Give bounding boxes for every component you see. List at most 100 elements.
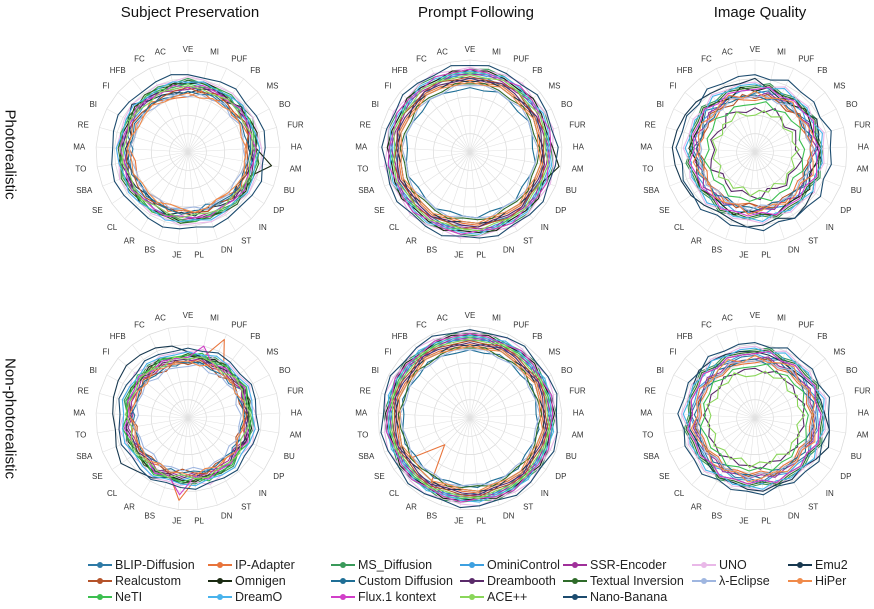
axis-label-hfb: HFB	[110, 66, 126, 75]
axis-label-ar: AR	[406, 236, 417, 245]
axis-label-ac: AC	[437, 313, 448, 322]
grid-spoke	[734, 328, 756, 419]
grid-spoke	[469, 108, 552, 153]
series-line-textual-inversion	[122, 353, 251, 485]
grid-spoke	[469, 151, 547, 204]
series-line-omnigen	[386, 70, 560, 234]
grid-spoke	[140, 417, 189, 497]
grid-spoke	[379, 417, 471, 434]
grid-spoke	[132, 344, 189, 419]
axis-label-cl: CL	[107, 223, 118, 232]
grid-spoke	[167, 62, 189, 153]
axis-label-st: ST	[241, 236, 251, 245]
grid-spoke	[469, 417, 556, 453]
axis-label-bu: BU	[284, 186, 295, 195]
grid-ring	[414, 96, 526, 208]
axis-label-mi: MI	[210, 313, 219, 322]
axis-label-je: JE	[454, 250, 463, 259]
axis-label-puf: PUF	[513, 321, 529, 330]
axis-label-ac: AC	[722, 313, 733, 322]
axis-label-hfb: HFB	[392, 332, 408, 341]
axis-label-dn: DN	[503, 246, 515, 255]
grid-ring	[451, 133, 489, 171]
grid-spoke	[664, 151, 756, 168]
axis-label-bo: BO	[846, 100, 858, 109]
grid-ring	[662, 325, 848, 510]
axis-label-fb: FB	[250, 332, 260, 341]
legend-swatch	[563, 592, 587, 602]
grid-spoke	[124, 417, 189, 486]
series-line-ace-	[391, 338, 551, 500]
legend-item: Dreambooth	[460, 574, 556, 588]
axis-label-se: SE	[374, 206, 385, 215]
axis-label-puf: PUF	[231, 55, 247, 64]
grid-spoke	[754, 151, 841, 187]
grid-spoke	[469, 151, 500, 240]
axis-label-to: TO	[642, 165, 653, 174]
axis-label-am: AM	[290, 165, 302, 174]
series-line-textual-inversion	[399, 83, 541, 221]
axis-label-ms: MS	[267, 81, 279, 90]
grid-ring	[662, 59, 848, 244]
grid-spoke	[663, 412, 756, 419]
grid-spoke	[469, 417, 561, 434]
axis-label-ha: HA	[291, 408, 303, 417]
grid-spoke	[469, 127, 559, 153]
grid-spoke	[381, 127, 471, 153]
axis-label-se: SE	[92, 206, 103, 215]
axis-label-cl: CL	[389, 223, 400, 232]
axis-label-ar: AR	[691, 236, 702, 245]
axis-label-bs: BS	[144, 246, 155, 255]
axis-label-je: JE	[454, 516, 463, 525]
grid-ring	[377, 59, 563, 244]
grid-ring	[736, 399, 774, 437]
axis-label-am: AM	[572, 165, 584, 174]
axis-label-bu: BU	[284, 452, 295, 461]
series-line--eclipse	[128, 93, 247, 211]
series-line-neti	[699, 363, 809, 472]
axis-label-ms: MS	[549, 81, 561, 90]
series-line-ace-	[711, 110, 800, 197]
legend-swatch	[563, 576, 587, 586]
series-line-nano-banana	[677, 342, 831, 496]
axis-label-in: IN	[541, 223, 549, 232]
series-line-uno	[115, 76, 263, 226]
series-line-nano-banana	[111, 74, 266, 230]
axis-label-mi: MI	[777, 313, 786, 322]
grid-spoke	[187, 334, 227, 419]
legend-label: Emu2	[815, 558, 848, 572]
axis-label-ms: MS	[549, 347, 561, 356]
axis-label-ha: HA	[573, 408, 585, 417]
row-title-non-photorealistic: Non-photorealistic	[1, 358, 19, 479]
grid-spoke	[149, 68, 189, 153]
grid-spoke	[716, 68, 756, 153]
grid-spoke	[187, 393, 277, 419]
grid-spoke	[754, 146, 847, 153]
grid-ring	[95, 325, 281, 510]
grid-spoke	[469, 146, 562, 153]
legend-swatch	[88, 576, 112, 586]
series-line-ominicontrol	[123, 81, 257, 221]
axis-label-ve: VE	[750, 311, 761, 320]
axis-label-ar: AR	[124, 502, 135, 511]
series-line-dreamo	[389, 70, 553, 235]
grid-spoke	[99, 393, 189, 419]
series-line-realcustom	[128, 359, 248, 475]
grid-ring	[681, 78, 829, 226]
series-line-uno	[680, 345, 827, 492]
grid-spoke	[469, 344, 526, 419]
axis-label-bi: BI	[656, 366, 664, 375]
grid-spoke	[187, 417, 265, 470]
grid-spoke	[754, 412, 847, 419]
legend-swatch	[331, 576, 355, 586]
series-line-neti	[122, 352, 253, 483]
series-line-textual-inversion	[687, 84, 822, 219]
axis-label-pl: PL	[476, 250, 486, 259]
axis-label-hfb: HFB	[677, 66, 693, 75]
legend-item: Flux.1 kontext	[331, 590, 436, 604]
axis-label-ma: MA	[640, 142, 653, 151]
axis-label-se: SE	[659, 472, 670, 481]
series-line-custom-diffusion	[127, 90, 252, 215]
